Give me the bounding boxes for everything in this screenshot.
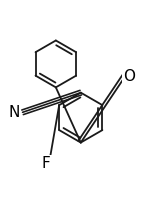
Text: F: F xyxy=(42,156,50,171)
Text: O: O xyxy=(123,69,135,84)
Text: N: N xyxy=(9,105,20,120)
